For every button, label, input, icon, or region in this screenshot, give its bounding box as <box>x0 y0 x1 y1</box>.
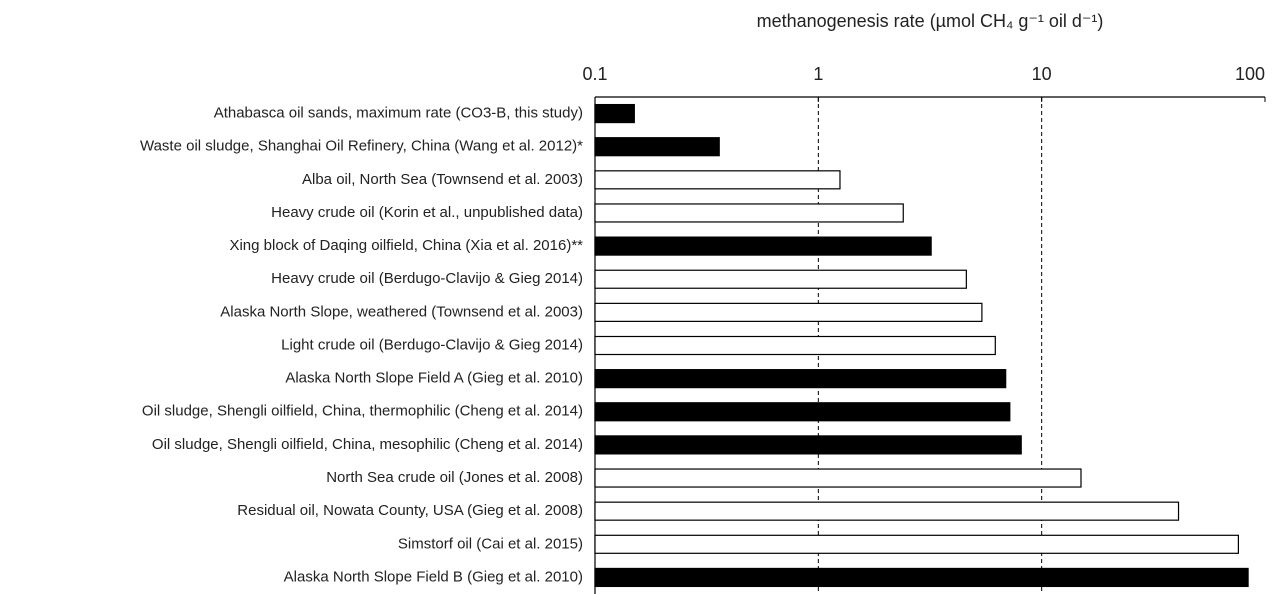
y-tick-label: Alaska North Slope, weathered (Townsend … <box>220 303 583 320</box>
bar <box>594 369 1007 389</box>
bar <box>594 534 1239 554</box>
y-tick-label: Alaska North Slope Field B (Gieg et al. … <box>284 568 583 585</box>
bar <box>594 302 983 322</box>
bar <box>594 236 932 256</box>
x-tick-label: 1 <box>813 64 823 84</box>
y-tick-label: Light crude oil (Berdugo-Clavijo & Gieg … <box>281 336 583 353</box>
y-tick-label: Heavy crude oil (Berdugo-Clavijo & Gieg … <box>271 270 583 287</box>
bar <box>594 170 841 190</box>
y-tick-label: Residual oil, Nowata County, USA (Gieg e… <box>237 502 583 519</box>
bar <box>594 402 1011 422</box>
y-tick-label: Waste oil sludge, Shanghai Oil Refinery,… <box>140 138 583 155</box>
bar <box>594 103 635 124</box>
y-tick-label: Athabasca oil sands, maximum rate (CO3-B… <box>214 105 583 122</box>
axis-title: methanogenesis rate (µmol CH₄ g⁻¹ oil d⁻… <box>757 11 1104 31</box>
bar <box>594 269 967 289</box>
y-tick-label: Heavy crude oil (Korin et al., unpublish… <box>271 204 583 221</box>
bar <box>594 567 1249 588</box>
y-tick-label: Oil sludge, Shengli oilfield, China, the… <box>142 403 583 420</box>
x-tick-label: 10 <box>1032 64 1052 84</box>
y-tick-label: Alba oil, North Sea (Townsend et al. 200… <box>302 171 583 188</box>
x-tick-label: 0.1 <box>582 64 607 84</box>
bar <box>594 137 720 157</box>
bar <box>594 435 1022 455</box>
y-tick-label: North Sea crude oil (Jones et al. 2008) <box>326 469 583 486</box>
y-tick-label: Xing block of Daqing oilfield, China (Xi… <box>229 237 583 254</box>
bar <box>594 335 996 356</box>
bar <box>594 203 904 223</box>
y-tick-label: Simstorf oil (Cai et al. 2015) <box>398 535 583 552</box>
bar <box>594 501 1180 521</box>
y-tick-label: Oil sludge, Shengli oilfield, China, mes… <box>152 436 583 453</box>
bar <box>594 468 1082 488</box>
x-tick-label: 100 <box>1235 64 1265 84</box>
y-tick-label: Alaska North Slope Field A (Gieg et al. … <box>285 370 583 387</box>
